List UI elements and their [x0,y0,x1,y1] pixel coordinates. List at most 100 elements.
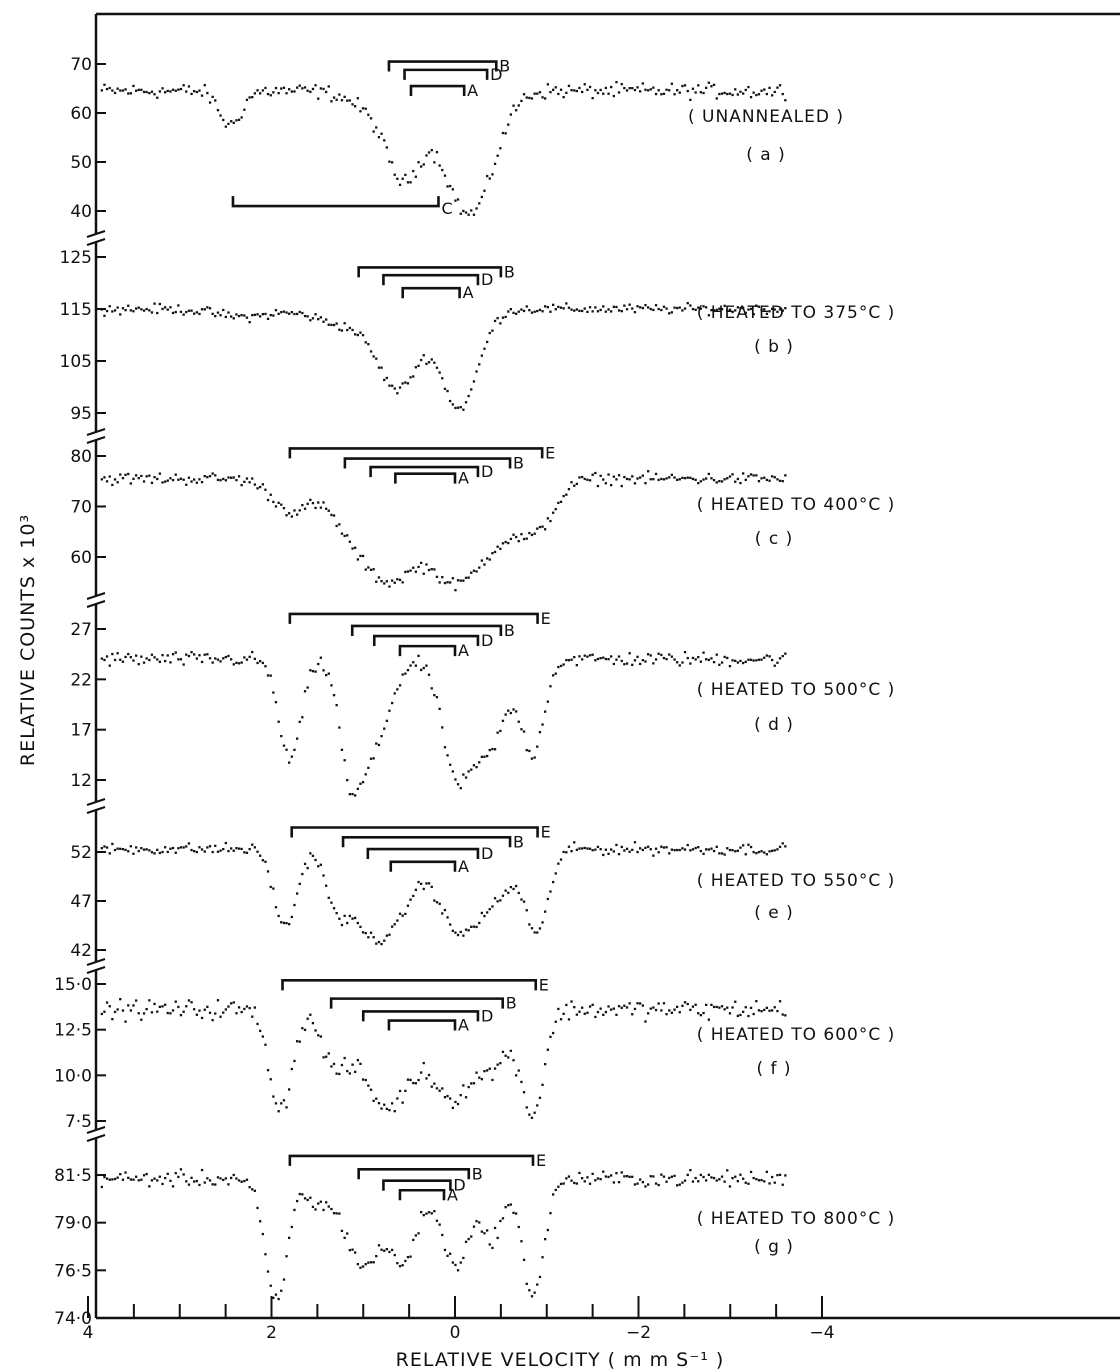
data-point [237,1179,241,1182]
data-point [119,658,122,661]
data-point [248,1007,251,1010]
data-point [715,845,718,848]
data-point [681,661,684,664]
data-point [441,1233,444,1237]
data-point [171,88,175,91]
data-point [111,1018,114,1021]
data-point [784,1014,787,1017]
data-point [211,1183,214,1186]
data-point [311,317,315,320]
bracket-line [288,1154,535,1166]
data-point [712,1005,716,1009]
data-point [604,310,607,313]
data-point [216,850,220,853]
data-point [327,323,330,326]
data-point [776,478,779,481]
data-point [699,849,702,853]
data-point [670,82,673,85]
data-point [319,1035,322,1038]
bracket-label: D [481,462,493,481]
data-point [784,652,787,655]
data-point [515,1074,518,1077]
data-point [636,305,639,308]
data-point [778,84,782,87]
data-point [174,651,177,654]
data-point [253,1189,256,1192]
data-point [628,478,631,481]
data-point [338,1072,341,1076]
data-point [599,1178,602,1181]
data-point [702,1175,705,1179]
data-point [135,307,138,310]
data-point [588,654,592,657]
data-point [718,1178,721,1181]
bracket-A: A [394,469,469,488]
data-point [224,125,227,128]
data-point [765,654,768,657]
data-point [689,304,692,307]
data-points-a [100,81,787,216]
data-point [409,898,412,901]
data-point [314,1208,317,1211]
data-point [538,525,542,529]
data-point [676,1005,679,1008]
data-point [755,1000,758,1003]
data-point [739,1013,742,1017]
data-point [327,1205,330,1208]
data-point [351,1063,354,1066]
data-point [583,83,586,86]
data-point [602,92,605,95]
data-point [644,846,647,849]
data-point [612,305,615,308]
data-point [670,655,673,658]
data-point [153,476,156,479]
data-point [781,480,784,483]
data-point [359,1062,362,1065]
data-point [332,907,336,910]
data-point [501,719,505,722]
data-point [214,1183,217,1186]
data-point [412,661,415,664]
data-point [420,1211,423,1214]
data-point [121,1178,125,1181]
data-point [111,652,114,656]
y-tick-label: 81·5 [54,1166,92,1186]
data-point [380,943,383,946]
data-point [665,1180,668,1183]
data-point [343,1236,346,1239]
y-tick-label: 52 [70,843,92,863]
data-point [570,308,573,311]
data-point [414,888,417,891]
data-point [393,1253,396,1257]
data-point [763,476,766,479]
data-point [142,480,146,483]
data-point [216,109,220,112]
y-tick-label: 17 [70,721,92,741]
data-point [752,91,755,94]
data-point [459,787,462,790]
data-point [654,304,658,307]
data-point [203,84,206,87]
data-point [269,314,272,317]
data-point [456,406,460,409]
data-point [243,480,246,483]
data-point [528,96,531,100]
data-point [512,1059,515,1062]
data-point [145,1008,148,1011]
data-point [530,533,534,537]
data-point [288,1236,291,1239]
data-point [335,704,338,707]
bracket-label: A [447,1185,458,1204]
bracket-label: A [458,1016,469,1035]
data-point [734,659,737,662]
data-point [623,849,626,852]
data-point [533,1291,536,1294]
data-point [261,89,264,92]
data-point [269,493,272,496]
data-point [591,1172,594,1175]
data-point [763,656,766,659]
data-point [610,655,613,658]
data-point [552,511,555,514]
data-point [718,663,721,666]
data-point [449,1252,452,1255]
